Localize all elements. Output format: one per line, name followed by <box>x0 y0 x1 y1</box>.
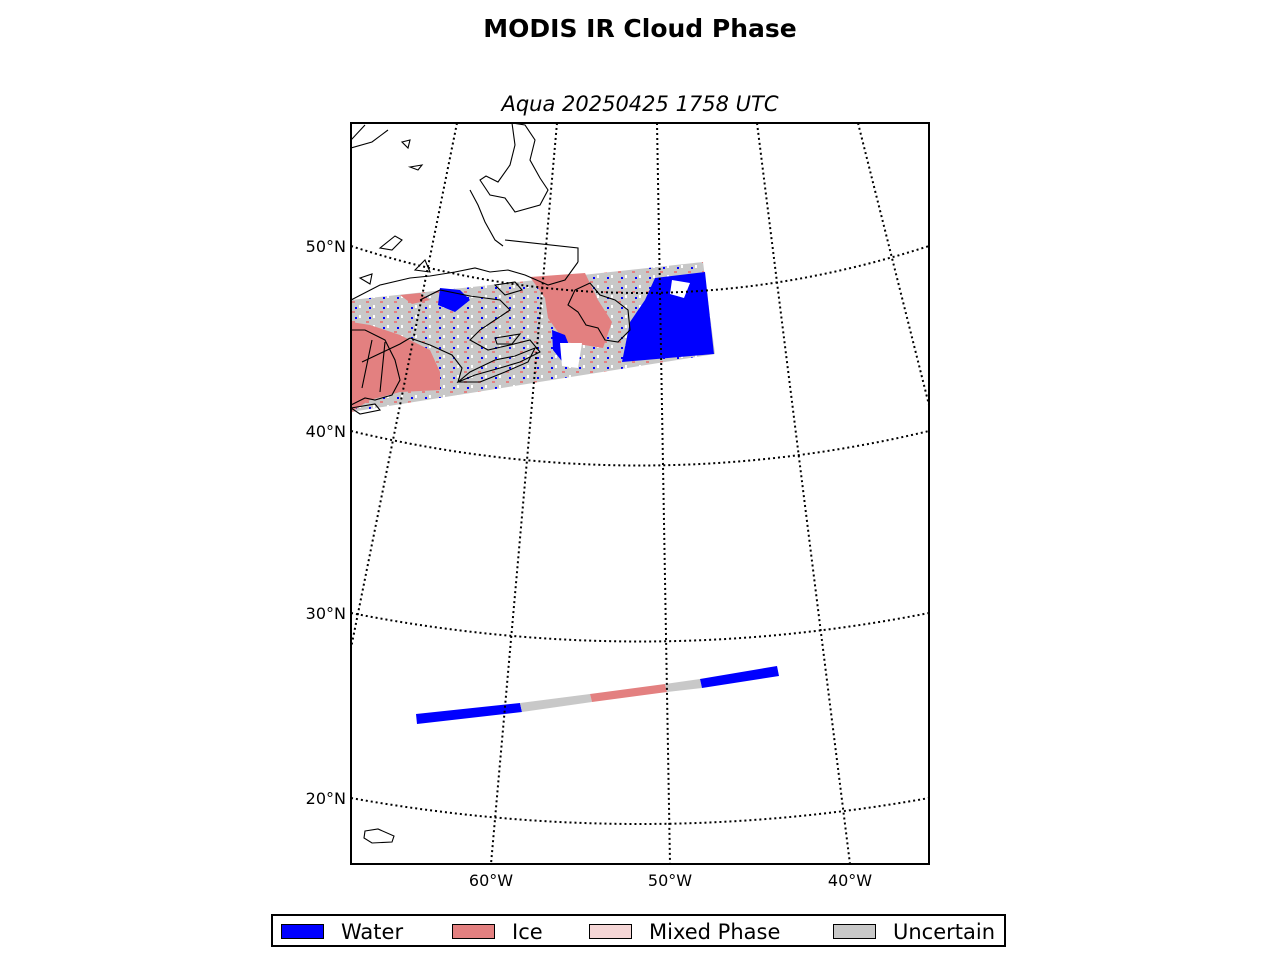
legend-label-mixed-phase: Mixed Phase <box>649 919 781 944</box>
swath-north-ice-west <box>351 322 440 412</box>
lat-label-20n: 20°N <box>306 789 346 808</box>
swath-north-white-gap <box>670 280 690 298</box>
meridian-70w <box>351 123 458 649</box>
lat-label-30n: 30°N <box>306 604 346 623</box>
ocean-background <box>351 123 929 864</box>
map-frame <box>350 122 930 865</box>
long-island <box>351 403 382 415</box>
gaspe-and-maritimes <box>409 289 541 383</box>
us-canada-border <box>361 337 411 363</box>
legend-swatch-ice <box>452 924 495 939</box>
figure-title: MODIS IR Cloud Phase <box>483 14 797 43</box>
graticule-meridians <box>351 123 929 864</box>
labrador-border <box>504 239 579 262</box>
parallel-30n <box>351 612 929 643</box>
lon-label-50w: 50°W <box>648 871 692 890</box>
map-area <box>351 123 929 864</box>
graticule-parallels <box>351 245 929 825</box>
legend-swatch-water <box>281 924 324 939</box>
swath-north-white-gap-2 <box>560 343 582 368</box>
lat-label-50n: 50°N <box>306 237 346 256</box>
labrador-coast <box>479 123 549 213</box>
swath-north-water-east <box>622 272 714 362</box>
small-island-2 <box>407 164 424 171</box>
hudson-coast <box>351 124 389 149</box>
swath-south-ice <box>590 684 667 702</box>
parallel-20n <box>351 797 929 825</box>
nova-scotia <box>456 346 537 383</box>
meridian-60w <box>490 123 558 864</box>
prince-edward-island <box>494 333 522 345</box>
legend-label-water: Water <box>341 919 404 944</box>
small-island-1 <box>400 139 411 150</box>
state-lines <box>361 339 386 393</box>
lon-label-60w: 60°W <box>469 871 513 890</box>
legend-item-ice: Ice <box>452 916 543 947</box>
legend-swatch-uncertain <box>833 924 876 939</box>
parallel-40n <box>351 430 929 467</box>
legend-label-uncertain: Uncertain <box>893 919 996 944</box>
meridian-30w <box>857 123 929 406</box>
swath-south-water-west <box>416 703 522 724</box>
new-england <box>351 329 401 406</box>
map-subtitle: Aqua 20250425 1758 UTC <box>501 92 779 116</box>
newfoundland <box>567 282 631 343</box>
meridian-50w <box>656 123 671 864</box>
legend-label-ice: Ice <box>512 919 543 944</box>
legend-swatch-mixed-phase <box>589 924 632 939</box>
swath-south-uncertain-east <box>665 679 702 692</box>
quebec-north-shore <box>351 261 579 301</box>
labrador-interior <box>469 189 504 247</box>
legend-item-mixed-phase: Mixed Phase <box>589 916 780 947</box>
legend: Water Ice Mixed Phase Uncertain <box>271 914 1006 947</box>
swath-south-water-east <box>700 666 779 688</box>
lat-label-40n: 40°N <box>306 422 346 441</box>
puerto-rico <box>363 828 395 844</box>
lon-label-40w: 40°W <box>828 871 872 890</box>
legend-item-uncertain: Uncertain <box>833 916 995 947</box>
swath-south-uncertain <box>520 694 592 712</box>
swath-south <box>416 666 779 724</box>
legend-item-water: Water <box>281 916 403 947</box>
